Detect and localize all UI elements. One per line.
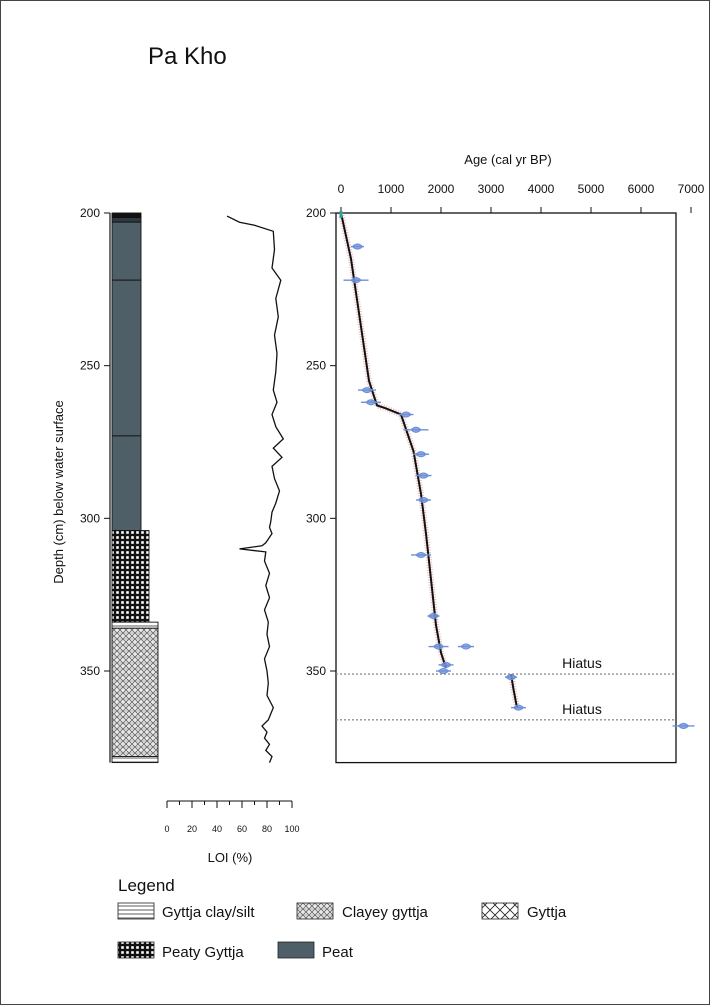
litho-unit-2 xyxy=(111,221,142,281)
date-marker-12 xyxy=(438,661,454,668)
legend-swatch-gyttja xyxy=(481,902,519,920)
date-marker-2 xyxy=(358,387,376,394)
date-probability-13 xyxy=(437,668,450,674)
age-depth-tick-label-350: 350 xyxy=(306,664,326,678)
date-probability-7 xyxy=(417,472,430,479)
age-tick-label-4000: 4000 xyxy=(528,182,555,196)
date-probability-15 xyxy=(505,674,517,681)
date-probability-6 xyxy=(415,451,427,458)
date-marker-0 xyxy=(351,243,364,250)
age-tick-label-1000: 1000 xyxy=(378,182,405,196)
hiatus-label-0: Hiatus xyxy=(562,655,602,671)
litho-unit-0 xyxy=(111,212,142,219)
loi-tick-label-60: 60 xyxy=(237,824,247,834)
loi-tick-label-100: 100 xyxy=(284,824,299,834)
loi-tick-label-40: 40 xyxy=(212,824,222,834)
date-probability-1 xyxy=(350,277,362,284)
date-marker-15 xyxy=(505,674,517,681)
surface-marker xyxy=(339,211,343,218)
age-tick-label-0: 0 xyxy=(338,182,345,196)
date-marker-6 xyxy=(413,451,429,458)
date-marker-16 xyxy=(511,704,526,711)
legend-item-gyttja-clay-silt: Gyttja clay/silt xyxy=(117,902,255,921)
date-marker-13 xyxy=(436,668,451,674)
loi-panel: 0 20 40 60 80 100 xyxy=(164,215,300,834)
legend-item-clayey-gyttja: Clayey gyttja xyxy=(296,902,429,921)
legend-label-gyttja-clay-silt: Gyttja clay/silt xyxy=(162,904,255,921)
litho-unit-6 xyxy=(111,621,159,629)
age-tick-label-7000: 7000 xyxy=(678,182,705,196)
litho-unit-5 xyxy=(111,530,150,623)
age-tick-label-6000: 6000 xyxy=(628,182,655,196)
date-marker-3 xyxy=(361,399,381,406)
litho-unit-4 xyxy=(111,435,142,531)
legend-item-peat: Peat xyxy=(277,941,354,961)
legend-item-gyttja: Gyttja xyxy=(481,902,567,921)
loi-axis-label: LOI (%) xyxy=(208,850,253,865)
loi-curve xyxy=(226,215,285,763)
legend-label-peat: Peat xyxy=(322,944,354,961)
date-probability-14 xyxy=(460,643,472,650)
depth-tick-label-200: 200 xyxy=(80,206,100,220)
date-probability-12 xyxy=(440,661,452,668)
litho-unit-8 xyxy=(111,756,159,764)
date-marker-4 xyxy=(398,411,414,418)
date-marker-10 xyxy=(427,613,440,620)
depth-tick-label-250: 250 xyxy=(80,359,100,373)
loi-tick-label-0: 0 xyxy=(164,824,169,834)
lithology-column xyxy=(111,212,159,764)
age-tick-label-3000: 3000 xyxy=(478,182,505,196)
litho-unit-3 xyxy=(111,279,142,437)
date-marker-5 xyxy=(403,426,429,433)
date-marker-9 xyxy=(411,551,431,558)
depth-axis-label: Depth (cm) below water surface xyxy=(51,400,66,584)
loi-tick-label-20: 20 xyxy=(187,824,197,834)
legend-label-gyttja: Gyttja xyxy=(527,904,567,921)
legend-label-peaty-gyttja: Peaty Gyttja xyxy=(162,944,244,961)
date-probability-8 xyxy=(417,497,430,504)
depth-tick-label-300: 300 xyxy=(80,511,100,525)
depth-axis: 200 250 300 350 xyxy=(80,206,111,763)
litho-unit-1 xyxy=(111,217,142,223)
date-marker-1 xyxy=(343,277,369,284)
date-probability-10 xyxy=(427,613,440,620)
date-probability-17 xyxy=(677,722,690,729)
age-axis-label: Age (cal yr BP) xyxy=(464,152,551,167)
date-probability-4 xyxy=(400,411,412,418)
legend-swatch-peaty-gyttja xyxy=(117,941,155,959)
legend-swatch-clayey-gyttja xyxy=(296,902,334,920)
hiatus-label-1: Hiatus xyxy=(562,701,602,717)
age-tick-label-2000: 2000 xyxy=(428,182,455,196)
legend-item-peaty-gyttja: Peaty Gyttja xyxy=(117,941,244,961)
litho-unit-7 xyxy=(111,627,159,757)
age-tick-label-5000: 5000 xyxy=(578,182,605,196)
date-marker-8 xyxy=(416,497,431,504)
age-plot-frame xyxy=(335,212,677,764)
date-probability-2 xyxy=(361,387,373,394)
date-probability-16 xyxy=(512,704,525,711)
date-probability-0 xyxy=(351,243,364,250)
legend-swatch-peat xyxy=(277,941,315,959)
age-depth-tick-label-250: 250 xyxy=(306,359,326,373)
loi-tick-label-80: 80 xyxy=(262,824,272,834)
date-probability-9 xyxy=(415,551,427,558)
age-depth-panel: 0 1000 2000 3000 4000 5000 6000 7000 200 250 300 35… xyxy=(306,182,705,764)
figure-title: Pa Kho xyxy=(148,43,227,70)
depth-tick-label-350: 350 xyxy=(80,664,100,678)
legend-label-clayey-gyttja: Clayey gyttja xyxy=(342,904,429,921)
date-marker-14 xyxy=(458,643,474,650)
age-depth-tick-label-300: 300 xyxy=(306,511,326,525)
date-marker-11 xyxy=(428,643,449,650)
legend-title: Legend xyxy=(118,876,175,895)
legend-swatch-gyttja-clay-silt xyxy=(117,902,155,920)
age-depth-tick-label-200: 200 xyxy=(306,206,326,220)
date-probability-11 xyxy=(432,643,445,650)
date-probability-3 xyxy=(365,399,377,406)
date-marker-17 xyxy=(672,722,695,729)
date-probability-5 xyxy=(410,426,422,433)
date-marker-7 xyxy=(415,472,432,479)
